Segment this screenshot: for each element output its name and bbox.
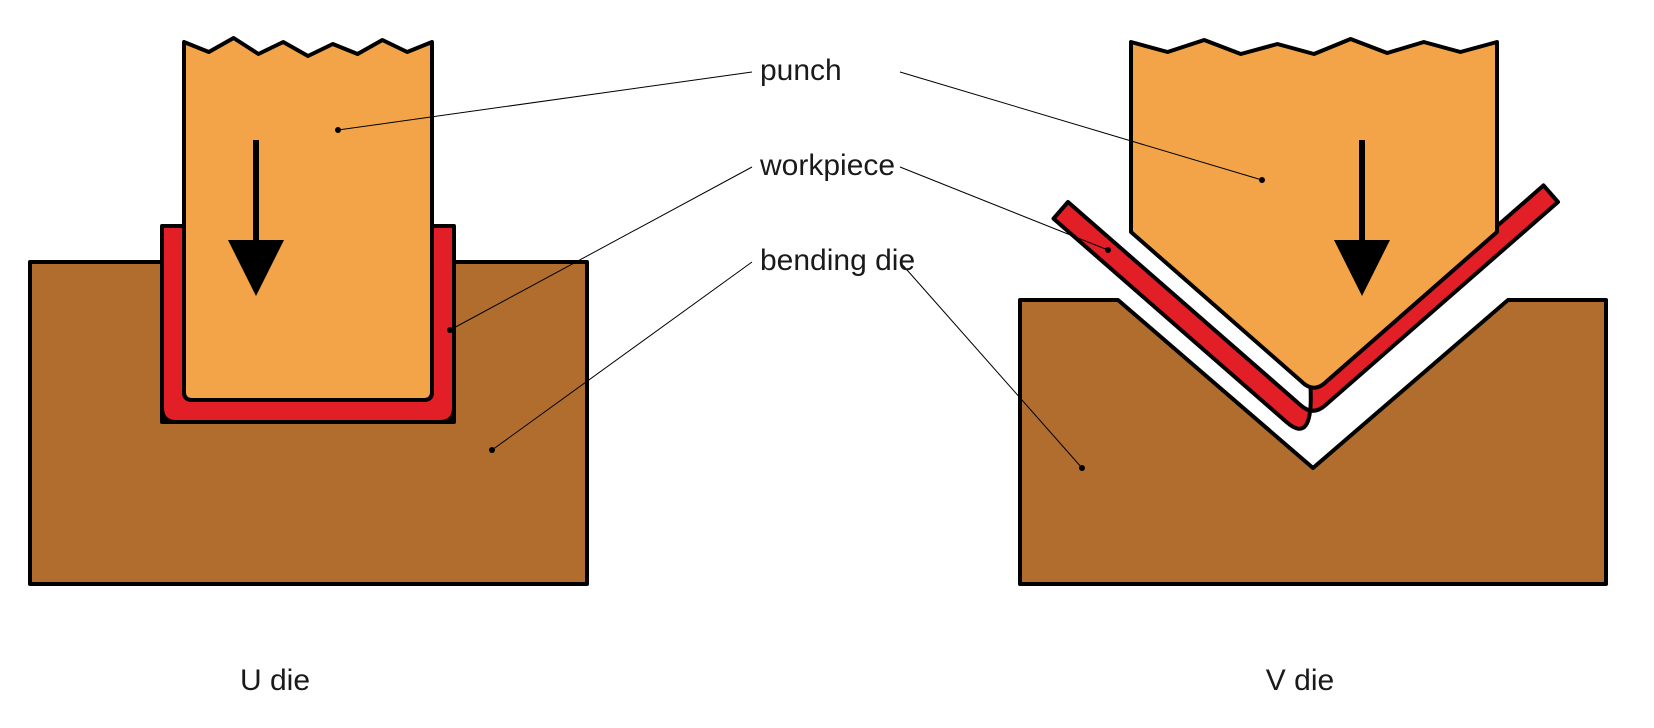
v-die-caption: V die [1266,664,1334,697]
label-bending-die: bending die [760,244,915,277]
v-die-diagram [1020,39,1606,584]
workpiece-leader-left [450,167,752,330]
label-workpiece: workpiece [759,149,895,182]
u-punch [184,38,432,400]
label-punch: punch [760,54,842,87]
u-die-caption: U die [240,664,310,697]
u-die-diagram [30,38,587,584]
